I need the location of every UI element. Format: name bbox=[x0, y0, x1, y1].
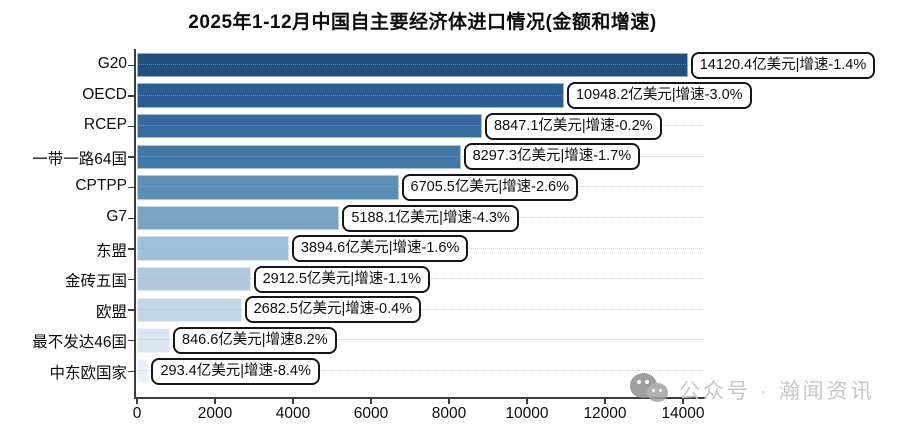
category-label: RCEP bbox=[83, 116, 127, 134]
y-axis-tick bbox=[128, 339, 134, 342]
bar bbox=[137, 297, 242, 323]
x-axis-tick bbox=[292, 398, 294, 404]
x-axis-tick bbox=[682, 398, 684, 404]
bar bbox=[137, 358, 149, 384]
x-axis-tick bbox=[370, 398, 372, 404]
y-axis-tick bbox=[128, 217, 134, 219]
bar bbox=[137, 144, 461, 170]
category-gridline bbox=[137, 155, 704, 157]
bar-value-label: 846.6亿美元|增速8.2% bbox=[173, 326, 337, 354]
bar-value-label: 2682.5亿美元|增速-0.4% bbox=[244, 296, 422, 324]
x-axis-tick bbox=[136, 398, 138, 404]
y-axis-tick bbox=[128, 64, 134, 66]
bar-value-label: 6705.5亿美元|增速-2.6% bbox=[401, 173, 578, 201]
wechat-icon bbox=[630, 372, 676, 404]
x-axis-tick-label: 14000 bbox=[661, 405, 705, 422]
x-axis-tick-label: 10000 bbox=[505, 405, 549, 422]
x-axis-tick-label: 0 bbox=[132, 405, 142, 422]
y-axis-tick bbox=[128, 156, 134, 158]
category-label: CPTPP bbox=[75, 177, 127, 195]
x-axis-tick bbox=[448, 398, 450, 404]
bar-value-label: 2912.5亿美元|增速-1.1% bbox=[253, 265, 431, 293]
bar-value-label: 8297.3亿美元|增速-1.7% bbox=[463, 143, 641, 171]
bar-value-label: 14120.4亿美元|增速-1.4% bbox=[690, 51, 876, 79]
y-axis-line bbox=[134, 49, 136, 398]
category-gridline bbox=[137, 64, 704, 65]
y-axis-tick bbox=[128, 248, 134, 250]
watermark-text: 公众号 · 瀚闻资讯 bbox=[679, 380, 875, 403]
bar-value-label: 3894.6亿美元|增速-1.6% bbox=[291, 235, 469, 263]
x-axis-tick bbox=[214, 398, 216, 404]
chart-title: 2025年1-12月中国自主要经济体进口情况(金额和增速) bbox=[188, 12, 657, 33]
category-label: 最不发达46国 bbox=[32, 334, 127, 352]
bar-value-label: 10948.2亿美元|增速-3.0% bbox=[566, 82, 752, 110]
category-label: G7 bbox=[106, 208, 127, 225]
category-gridline bbox=[137, 339, 704, 341]
y-axis-tick bbox=[128, 309, 134, 311]
category-label: 欧盟 bbox=[95, 303, 127, 321]
bar bbox=[137, 328, 171, 353]
x-axis-tick-label: 12000 bbox=[583, 405, 627, 422]
x-axis-tick bbox=[526, 398, 528, 404]
x-axis-tick-label: 8000 bbox=[431, 405, 467, 422]
category-gridline bbox=[137, 125, 704, 127]
category-label: G20 bbox=[97, 55, 127, 72]
y-axis-tick bbox=[128, 95, 134, 97]
category-gridline bbox=[137, 370, 704, 371]
x-axis-line bbox=[134, 397, 706, 399]
bar bbox=[137, 52, 688, 78]
bar bbox=[137, 113, 483, 139]
bar-value-label: 8847.1亿美元|增速-0.2% bbox=[485, 112, 662, 140]
bar bbox=[137, 83, 564, 108]
x-axis-tick-label: 4000 bbox=[275, 405, 311, 422]
bar-value-label: 5188.1亿美元|增速-4.3% bbox=[342, 204, 519, 232]
category-label: OECD bbox=[82, 85, 127, 103]
bar bbox=[137, 266, 251, 292]
bar bbox=[137, 236, 289, 261]
category-label: 东盟 bbox=[95, 242, 127, 260]
y-axis-tick bbox=[128, 278, 134, 281]
y-axis-tick bbox=[128, 186, 134, 189]
x-axis-tick bbox=[604, 398, 606, 404]
y-axis-tick bbox=[128, 125, 134, 128]
category-gridline bbox=[137, 94, 704, 96]
bar bbox=[137, 175, 399, 200]
category-label: 一带一路64国 bbox=[32, 150, 127, 168]
y-axis-tick bbox=[128, 370, 134, 372]
x-axis-tick-label: 2000 bbox=[197, 405, 233, 422]
category-label: 中东欧国家 bbox=[49, 365, 127, 382]
bar-value-label: 293.4亿美元|增速-8.4% bbox=[151, 357, 320, 385]
bar bbox=[137, 205, 340, 231]
x-axis-tick-label: 6000 bbox=[353, 405, 389, 422]
category-label: 金砖五国 bbox=[64, 273, 127, 291]
